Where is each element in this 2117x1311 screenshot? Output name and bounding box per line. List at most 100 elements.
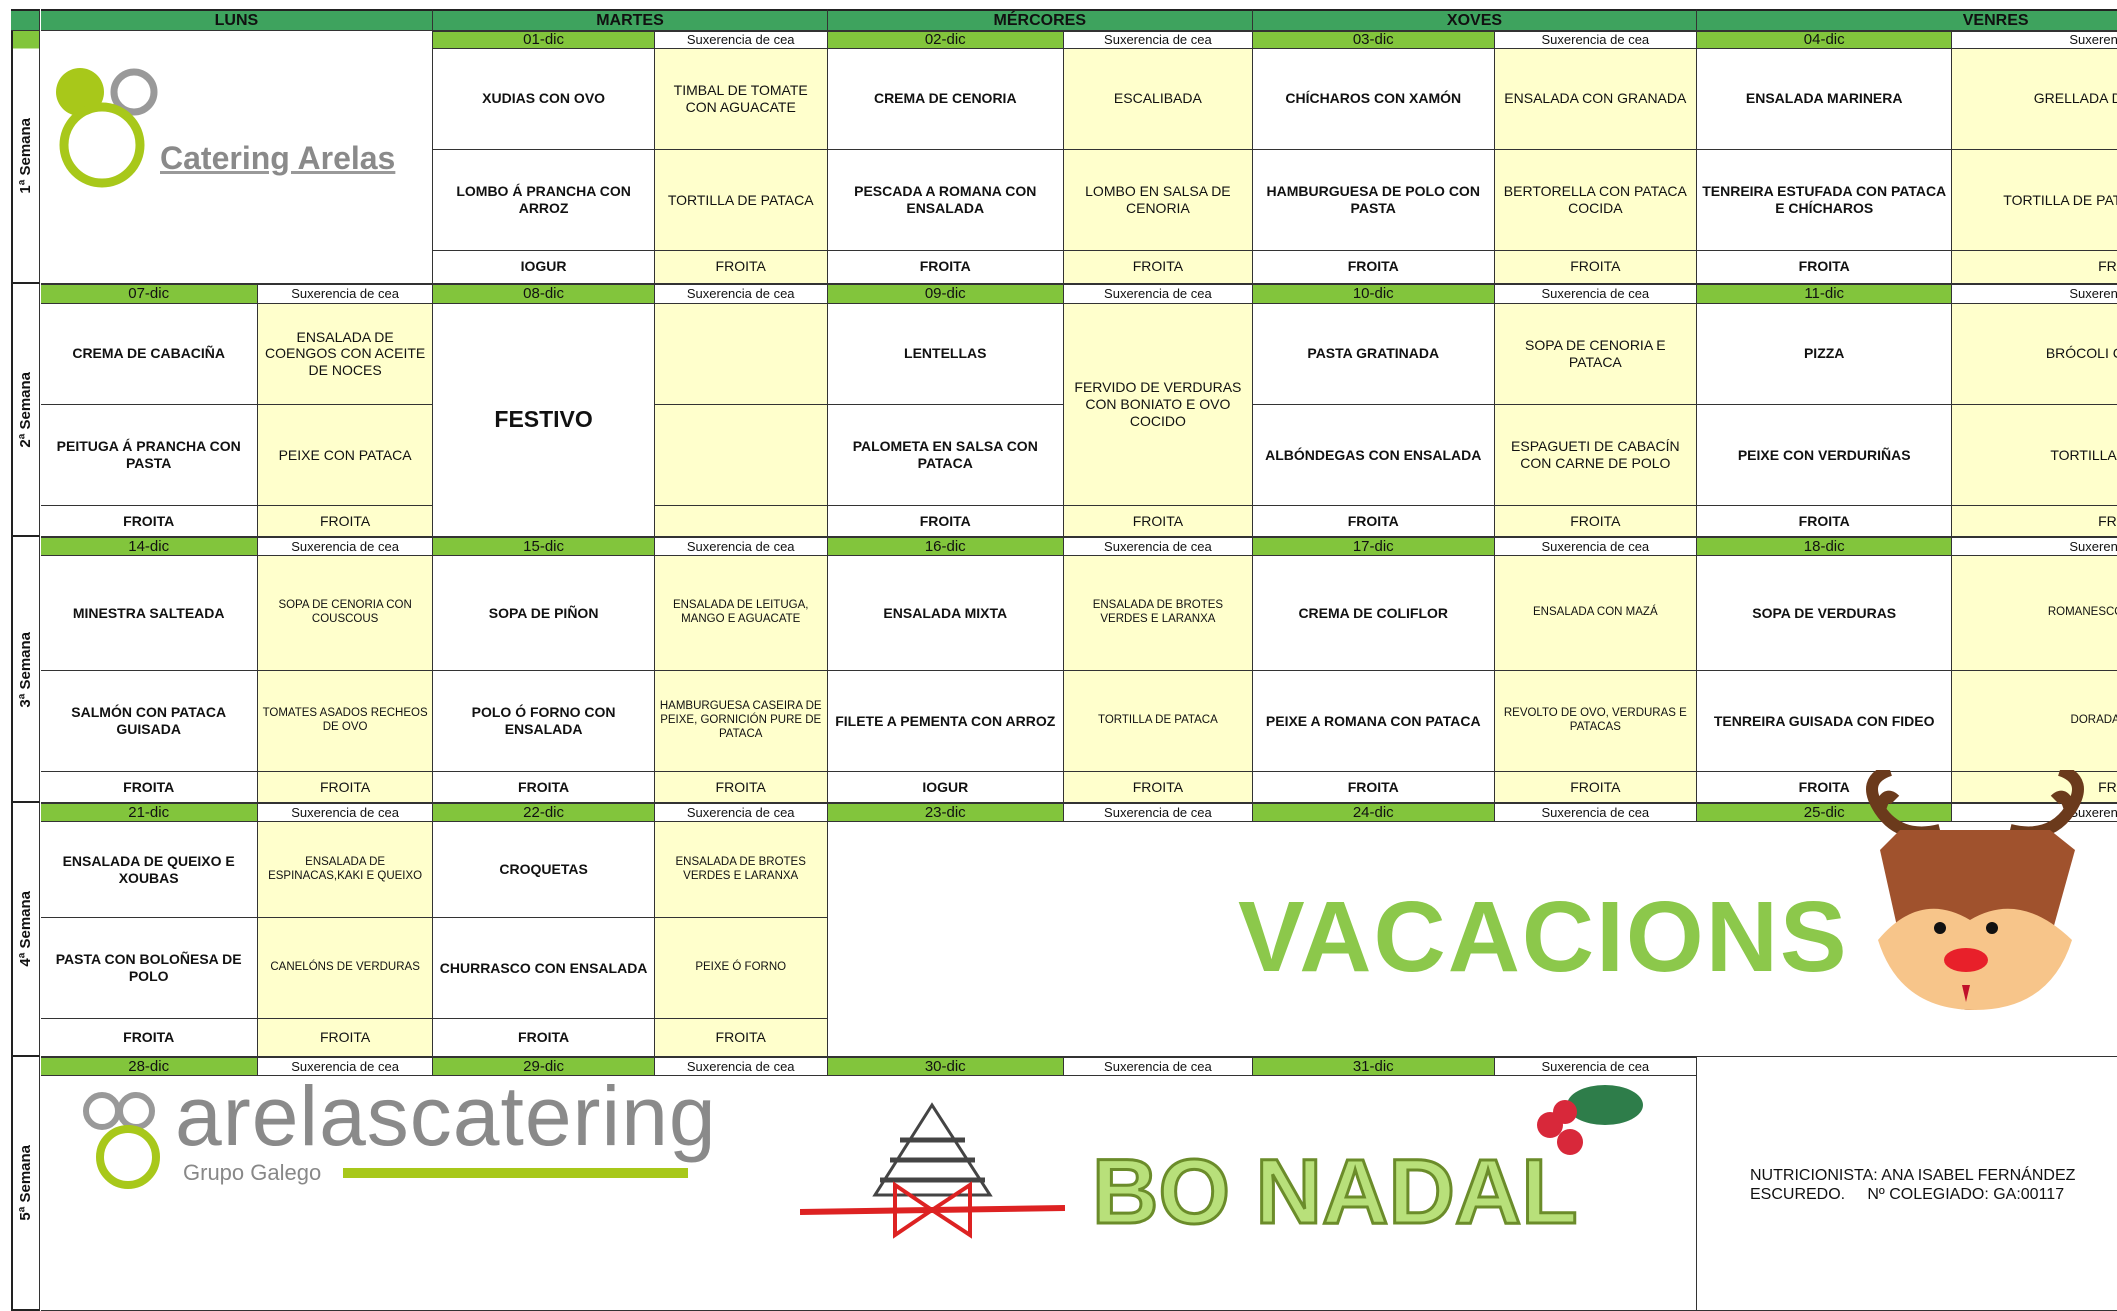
dinner-item: FROITA	[257, 506, 434, 538]
lunch-item: FROITA	[433, 772, 655, 804]
dinner-note: Suxerencia de cea	[1063, 31, 1253, 49]
dinner-item: ENSALADA DE BROTES VERDES E LARANXA	[1063, 556, 1253, 671]
lunch-item: MINESTRA SALTEADA	[40, 556, 258, 671]
dinner-item-text: SOPA DE CENORIA E PATACA	[1525, 337, 1666, 370]
footer-logo-name: arelascatering	[175, 1069, 717, 1163]
dinner-item-text: ENSALADA CON MAZÁ	[1533, 606, 1658, 619]
dinner-note: Suxerencia de cea	[257, 537, 434, 557]
dinner-item-text: FERVIDO DE VERDURAS CON BONIATO E OVO CO…	[1074, 379, 1242, 429]
dinner-item: TORTILLA DE PATACA	[1063, 671, 1253, 773]
dinner-note: Suxerencia de cea	[654, 803, 828, 823]
dinner-note-text: Suxerencia de cea	[686, 1058, 795, 1074]
dinner-item-text: ENSALADA DE BROTES VERDES E LARANXA	[675, 855, 806, 882]
nutritionist: NUTRICIONISTA: ANA ISABEL FERNÁNDEZ ESCUR…	[1750, 1166, 2075, 1204]
dinner-item: ENSALADA CON GRANADA	[1494, 48, 1698, 150]
lunch-item-text: SOPA DE VERDURAS	[1752, 604, 1897, 621]
dinner-item-text: TIMBAL DE TOMATE CON AGUACATE	[673, 81, 808, 115]
dinner-item-text: PEIXE CON PATACA	[278, 446, 412, 463]
lunch-item: FROITA	[1697, 772, 1953, 804]
dinner-item-text: ENSALADA DE BROTES VERDES E LARANXA	[1092, 599, 1224, 626]
lunch-item: FILETE A PEMENTA CON ARROZ	[827, 671, 1064, 773]
dinner-note: Suxerencia de cea	[1952, 283, 2117, 304]
dinner-item-text: FROITA	[1570, 512, 1621, 529]
dinner-cell	[654, 303, 828, 406]
dinner-item: FROITA	[1494, 772, 1698, 804]
lunch-item: CREMA DE CENORIA	[827, 48, 1064, 150]
holly	[1537, 1085, 1643, 1155]
date: 31-dic	[1252, 1057, 1495, 1077]
dinner-item-text: CANELÓNS DE VERDURAS	[270, 961, 420, 974]
dinner-item: ENSALADA CON MAZÁ	[1494, 556, 1698, 671]
dinner-item-text: FROITA	[1570, 258, 1621, 275]
dinner-item: CANELÓNS DE VERDURAS	[257, 918, 434, 1020]
lunch-item: PALOMETA EN SALSA CON PATACA	[827, 405, 1064, 507]
lunch-item: IOGUR	[827, 772, 1064, 804]
lunch-item-text: ENSALADA MARINERA	[1745, 90, 1903, 107]
dinner-item: SOPA DE CENORIA E PATACA	[1494, 303, 1698, 406]
lunch-item: LOMBO Á PRANCHA CON ARROZ	[433, 149, 655, 252]
footer-logo-sub: Grupo Galego	[183, 1160, 322, 1185]
dinner-item-text: FROITA	[715, 778, 766, 795]
dinner-item-text: FROITA	[2098, 258, 2117, 275]
date-text: 04-dic	[1803, 31, 1845, 48]
header-corner	[10, 9, 41, 32]
dinner-item: FROITA	[1952, 772, 2117, 804]
dinner-item: ENSALADA DE LEITUGA, MANGO E AGUACATE	[654, 556, 828, 671]
lunch-item-text: PEIXE A ROMANA CON PATACA	[1265, 712, 1481, 729]
date: 17-dic	[1252, 537, 1495, 557]
dinner-item: ESCALIBADA	[1063, 48, 1253, 150]
lunch-item-text: FESTIVO	[494, 406, 593, 433]
dinner-note-text: Suxerencia de cea	[1541, 538, 1650, 554]
lunch-item-text: FROITA	[1798, 512, 1850, 529]
dinner-item-text: FROITA	[715, 258, 766, 275]
dinner-note-text: Suxerencia de cea	[2069, 804, 2117, 820]
greeting: BO NADAL	[1091, 1140, 1580, 1245]
footer-area	[40, 1076, 1698, 1311]
lunch-item: XUDIAS CON OVO	[433, 48, 655, 150]
lunch-item: CHURRASCO CON ENSALADA	[433, 918, 655, 1020]
dinner-note: Suxerencia de cea	[654, 1057, 828, 1077]
lunch-item: PASTA CON BOLOÑESA DE POLO	[40, 918, 258, 1020]
dinner-item: FROITA	[654, 772, 828, 804]
dinner-item-text: FROITA	[319, 778, 371, 795]
dinner-note: Suxerencia de cea	[257, 803, 434, 823]
lunch-item: HAMBURGUESA DE POLO CON PASTA	[1252, 149, 1495, 252]
dinner-note: Suxerencia de cea	[1494, 283, 1698, 304]
dinner-note-text: Suxerencia de cea	[291, 1058, 399, 1074]
date: 30-dic	[827, 1057, 1064, 1077]
date-text: 03-dic	[1352, 31, 1394, 48]
lunch-item: SALMÓN CON PATACA GUISADA	[40, 671, 258, 773]
lunch-item: FROITA	[40, 506, 258, 538]
dinner-item: FROITA	[1063, 506, 1253, 538]
date: 28-dic	[40, 1057, 258, 1077]
lunch-item-text: CHURRASCO CON ENSALADA	[439, 959, 648, 976]
dinner-item-text: LOMBO EN SALSA DE CENORIA	[1085, 183, 1231, 216]
dinner-item-text: TOMATES ASADOS RECHEOS DE OVO	[262, 707, 428, 734]
week-label-text: 3ª Semana	[17, 631, 35, 708]
dinner-item: TOMATES ASADOS RECHEOS DE OVO	[257, 671, 434, 773]
lunch-item-text: FROITA	[518, 778, 570, 795]
dinner-note-text: Suxerencia de cea	[291, 804, 399, 820]
lunch-item: FROITA	[1697, 251, 1953, 284]
dinner-note: Suxerencia de cea	[1063, 1057, 1253, 1077]
lunch-item: FROITA	[433, 1019, 655, 1058]
dinner-note-text: Suxerencia de cea	[1541, 804, 1650, 820]
date-text: 02-dic	[924, 31, 966, 48]
lunch-item-text: PASTA CON BOLOÑESA DE POLO	[55, 951, 242, 985]
dinner-item: FROITA	[1063, 772, 1253, 804]
dinner-item: FROITA	[1063, 251, 1253, 284]
dinner-item-text: FROITA	[2098, 512, 2117, 529]
dinner-item-text: BRÓCOLI CON PATACA	[2045, 345, 2117, 362]
lunch-item-text: LENTELLAS	[904, 345, 987, 362]
dinner-item: TORTILLA FRANCESA	[1952, 405, 2117, 507]
lunch-item: IOGUR	[433, 251, 655, 284]
lunch-item: CHÍCHAROS CON XAMÓN	[1252, 48, 1495, 150]
dinner-item-text: GRELLADA DE VERDURAS	[2033, 90, 2117, 107]
date-text: 17-dic	[1352, 537, 1394, 555]
dinner-item-text: FROITA	[2098, 778, 2117, 795]
dinner-item: PEIXE Ó FORNO	[654, 918, 828, 1020]
lunch-item: CREMA DE CABACIÑA	[40, 303, 258, 406]
lunch-item: SOPA DE VERDURAS	[1697, 556, 1953, 671]
nutritionist-line: NUTRICIONISTA: ANA ISABEL FERNÁNDEZ	[1750, 1167, 2076, 1184]
lunch-item: ENSALADA MIXTA	[827, 556, 1064, 671]
